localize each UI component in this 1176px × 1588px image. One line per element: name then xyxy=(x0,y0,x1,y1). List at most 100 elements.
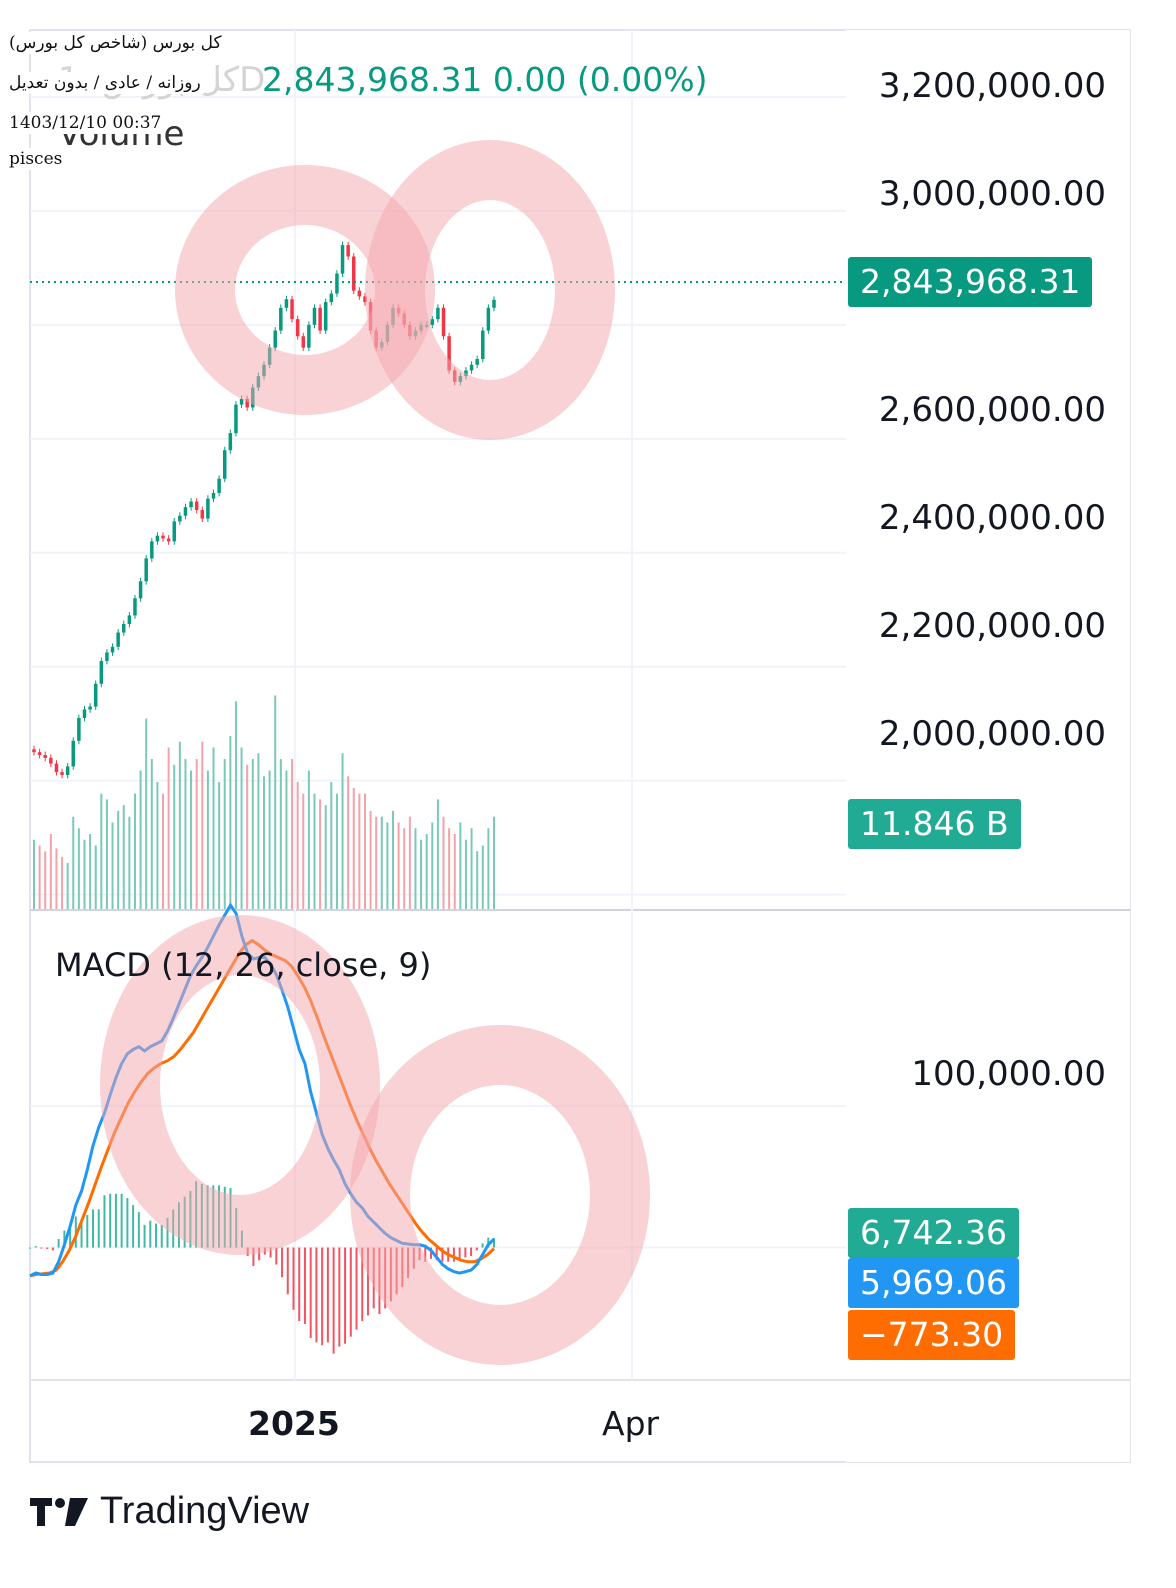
annotation-loop xyxy=(365,140,615,440)
candle xyxy=(352,256,356,291)
histogram-bar xyxy=(160,1224,163,1248)
candle xyxy=(239,398,244,405)
volume-bar xyxy=(139,770,142,909)
volume-bar xyxy=(386,822,389,909)
candle xyxy=(155,535,160,542)
histogram-bar xyxy=(315,1247,318,1343)
volume-bar xyxy=(263,776,265,909)
volume-bar xyxy=(240,747,243,909)
candle xyxy=(447,336,451,371)
candle xyxy=(486,307,491,331)
histogram-bar xyxy=(464,1247,467,1258)
histogram-bar xyxy=(137,1212,140,1248)
candle xyxy=(329,293,334,303)
candle xyxy=(166,538,171,542)
volume-bar xyxy=(55,848,58,909)
volume-bar xyxy=(49,834,52,909)
volume-bar xyxy=(268,770,271,909)
candle xyxy=(217,478,221,493)
macd-tick: 100,000.00 xyxy=(911,1054,1106,1094)
candle xyxy=(273,330,277,348)
histogram-bar xyxy=(51,1247,54,1251)
macd-title: MACD (12, 26, close, 9) xyxy=(55,946,432,984)
candle xyxy=(464,370,468,377)
histogram-bar xyxy=(258,1247,261,1261)
histogram-bar xyxy=(435,1247,438,1261)
volume-bar xyxy=(218,782,221,909)
volume-bar xyxy=(94,845,97,909)
volume-bar xyxy=(246,764,249,909)
candle xyxy=(284,299,289,308)
histogram-bar xyxy=(86,1215,89,1248)
candle xyxy=(475,359,479,365)
histogram-bar xyxy=(46,1247,49,1249)
volume-bar xyxy=(77,828,80,909)
volume-bar xyxy=(150,759,153,909)
candle xyxy=(234,404,238,434)
x-label-2025: 2025 xyxy=(248,1404,340,1443)
candle xyxy=(71,740,76,767)
price-tick: 2,400,000.00 xyxy=(878,498,1106,538)
candle xyxy=(206,498,210,519)
histogram-bar xyxy=(298,1247,301,1322)
brand-name: TradingView xyxy=(100,1490,310,1532)
hist-tag: 6,742.36 xyxy=(848,1208,1019,1258)
volume-bar xyxy=(173,764,176,909)
candle xyxy=(295,319,300,337)
volume-bar xyxy=(397,822,400,909)
candle xyxy=(32,749,36,753)
candle xyxy=(60,772,64,775)
volume-bar xyxy=(61,857,64,909)
histogram-bar xyxy=(429,1247,432,1259)
candle xyxy=(65,766,70,775)
candle xyxy=(301,336,306,348)
candle xyxy=(312,307,317,325)
volume-bar xyxy=(448,828,451,909)
histogram-bar xyxy=(361,1247,364,1322)
histogram-bar xyxy=(458,1247,461,1261)
histogram-bar xyxy=(321,1247,324,1346)
histogram-bar xyxy=(344,1247,347,1344)
histogram-bar xyxy=(252,1247,255,1266)
volume-bar xyxy=(464,839,467,909)
volume-bar xyxy=(234,701,237,909)
candle xyxy=(307,324,311,348)
candle xyxy=(290,299,294,320)
histogram-bar xyxy=(120,1193,123,1248)
candle xyxy=(492,299,496,308)
candle xyxy=(357,290,362,297)
volume-bar xyxy=(100,793,103,909)
volume-bar xyxy=(476,851,479,909)
volume-bar xyxy=(302,793,305,909)
volume-bar xyxy=(212,747,215,909)
tradingview-logo[interactable]: TradingView xyxy=(30,1490,309,1533)
histogram-bar xyxy=(349,1247,352,1337)
histogram-bar xyxy=(40,1247,43,1249)
histogram-bar xyxy=(326,1247,329,1343)
candle xyxy=(279,307,283,331)
candle xyxy=(49,757,53,764)
volume-bar xyxy=(408,816,411,909)
volume-bar xyxy=(431,822,434,909)
candle xyxy=(469,364,474,371)
volume-bar xyxy=(380,816,383,909)
histogram-bar xyxy=(57,1239,60,1248)
histogram-bar xyxy=(424,1247,427,1262)
volume-bar xyxy=(44,851,47,909)
macd-tag: 5,969.06 xyxy=(848,1258,1019,1308)
candle xyxy=(318,307,322,331)
volume-bar xyxy=(279,759,282,909)
signal-tag: −773.30 xyxy=(848,1310,1016,1360)
candle xyxy=(430,319,435,325)
candle xyxy=(37,752,42,756)
volume-bar xyxy=(313,793,316,909)
histogram-bar xyxy=(63,1230,66,1248)
price-tick: 2,600,000.00 xyxy=(878,390,1106,430)
histogram-bar xyxy=(338,1247,341,1347)
chart-settings: روزانه / عادی / بدون تعدیل xyxy=(6,72,204,94)
volume-bar xyxy=(178,741,181,909)
volume-bar xyxy=(162,793,165,909)
volume-bar xyxy=(414,828,417,909)
candle xyxy=(335,273,339,294)
candle xyxy=(105,652,109,662)
